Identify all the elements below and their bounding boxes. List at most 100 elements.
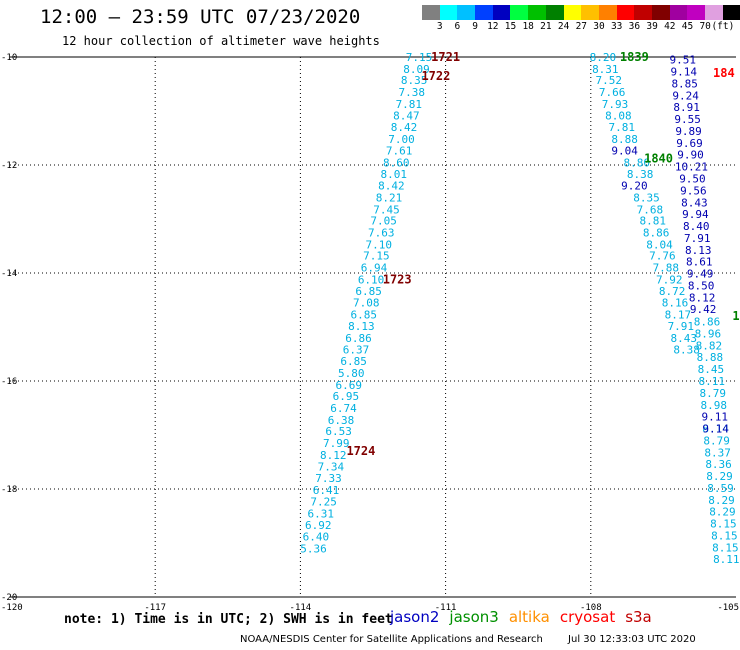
colorbar-swatch [510, 5, 529, 20]
swh-value: 8.35 [401, 74, 428, 87]
swh-value: 9.11 [701, 411, 728, 424]
swh-value: 7.25 [310, 495, 337, 508]
swh-value: 9.69 [676, 137, 703, 150]
x-tick-label: -108 [580, 603, 602, 613]
credit-line: NOAA/NESDIS Center for Satellite Applica… [240, 634, 718, 645]
swh-value: 7.81 [396, 98, 423, 111]
swh-value: 6.69 [336, 379, 363, 392]
swh-value: 6.85 [340, 355, 367, 368]
swh-value: 8.86 [643, 227, 670, 240]
swh-value: 9.49 [687, 268, 714, 281]
swh-value: 8.60 [383, 156, 410, 169]
legend-entry-jason3: jason3 [449, 608, 499, 626]
swh-value: 8.40 [683, 220, 710, 233]
colorbar-label: 39 [646, 21, 658, 32]
swh-value: 7.33 [315, 472, 342, 485]
swh-value: 6.37 [343, 344, 370, 357]
swh-value: 10.21 [675, 161, 708, 174]
swh-value: 9.51 [670, 54, 697, 67]
colorbar-swatch [598, 5, 617, 20]
swh-value: 8.80 [624, 156, 651, 169]
swh-value: 8.59 [707, 482, 734, 495]
swh-value: 6.85 [351, 309, 378, 322]
pass-number-label: 1723 [383, 272, 412, 286]
swh-value: 8.38 [673, 344, 700, 357]
colorbar-swatch [439, 5, 458, 20]
pass-number-label: 184 [713, 66, 735, 80]
satellite-tracks: 7.158.098.357.387.818.478.427.007.618.60… [300, 51, 739, 566]
pass-number-label: 1 [732, 309, 739, 323]
swh-value: 5.80 [338, 367, 365, 380]
legend-entry-altika: altika [508, 608, 550, 626]
swh-value: 8.17 [665, 309, 692, 322]
swh-value: 7.99 [323, 437, 350, 450]
colorbar-swatch [651, 5, 670, 20]
swh-value: 7.15 [406, 51, 433, 64]
swh-value: 9.20 [621, 180, 648, 193]
pass-number-label: 1721 [431, 50, 460, 64]
swh-value: 8.15 [712, 541, 739, 554]
legend-entry-cryosat: cryosat [559, 608, 616, 626]
colorbar-label: 15 [504, 21, 517, 32]
swh-value: 7.88 [653, 262, 680, 275]
swh-value: 6.41 [313, 484, 340, 497]
x-tick-label: -111 [435, 603, 457, 613]
swh-value: 9.94 [682, 208, 709, 221]
swh-value: 6.31 [307, 507, 334, 520]
swh-value: 6.38 [328, 414, 355, 427]
swh-value: 8.14 [702, 423, 729, 436]
swh-value: 8.31 [592, 63, 619, 76]
colorbar-swatch [616, 5, 635, 20]
y-tick-label: -14 [1, 269, 17, 279]
swh-value: 8.13 [348, 320, 375, 333]
swh-value: 7.92 [656, 273, 683, 286]
colorbar-label: 6 [454, 21, 461, 32]
swh-value: 8.42 [391, 121, 418, 134]
swh-value: 8.11 [699, 375, 726, 388]
swh-value: 7.34 [318, 460, 345, 473]
swh-value: 6.86 [345, 332, 372, 345]
swh-value: 8.08 [605, 109, 632, 122]
colorbar-labels: 3 6 9 12 15 18 21 24 27 30 33 36 39 42 45 70 (ft) [422, 21, 740, 33]
swh-value: 8.47 [393, 109, 420, 122]
swh-value: 9.50 [679, 173, 706, 186]
colorbar-label: 27 [575, 21, 588, 32]
x-tick-label: -105 [717, 603, 739, 613]
y-tick-label: -16 [1, 377, 17, 387]
colorbar-label: 36 [628, 21, 641, 32]
credit-timestamp: Jul 30 12:33:03 UTC 2020 [568, 634, 696, 645]
swh-value: 8.35 [633, 191, 660, 204]
x-tick-label: -120 [1, 603, 23, 613]
colorbar-label: 42 [664, 21, 676, 32]
swh-value: 9.04 [611, 144, 638, 157]
swh-value: 9.42 [690, 303, 717, 316]
swh-value: 8.43 [670, 332, 697, 345]
swh-value: 8.29 [709, 506, 736, 519]
swh-value: 7.93 [602, 98, 629, 111]
swh-value: 6.10 [358, 273, 385, 286]
swh-value: 7.81 [609, 121, 636, 134]
swh-value: 9.24 [672, 89, 699, 102]
y-tick-label: -10 [1, 53, 17, 63]
swh-value: 7.91 [668, 320, 695, 333]
colorbar-swatch [581, 5, 599, 20]
colorbar-swatch [722, 5, 740, 20]
swh-value: 9.56 [680, 184, 707, 197]
swh-value: 7.10 [366, 238, 393, 251]
pass-number-label: 1840 [644, 152, 673, 166]
swh-value: 6.94 [361, 262, 388, 275]
swh-value: 7.76 [649, 250, 676, 263]
swh-value: 8.85 [671, 77, 698, 90]
swh-value: 7.63 [368, 227, 395, 240]
legend-entry-s3a: s3a [625, 608, 652, 626]
swh-value: 7.00 [388, 133, 415, 146]
swh-value: 8.36 [705, 458, 732, 471]
swh-value: 8.12 [320, 449, 347, 462]
y-tick-label: -12 [1, 161, 17, 171]
map-title: 12:00 – 23:59 UTC 07/23/2020 [40, 6, 361, 28]
swh-value: 8.86 [694, 316, 721, 329]
colorbar-label: (ft) [711, 21, 735, 32]
colorbar-swatch [669, 5, 688, 20]
